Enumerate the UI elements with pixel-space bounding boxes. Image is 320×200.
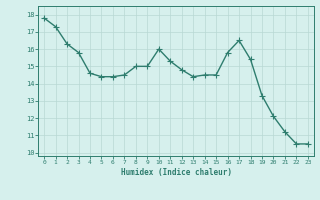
X-axis label: Humidex (Indice chaleur): Humidex (Indice chaleur) (121, 168, 231, 177)
